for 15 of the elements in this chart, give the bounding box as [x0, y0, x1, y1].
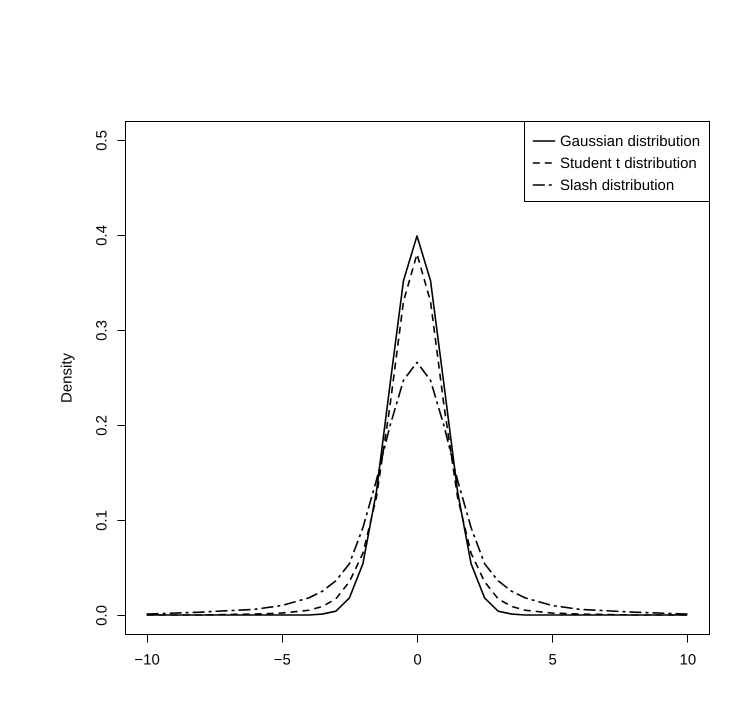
x-tick-label: 0 [413, 652, 422, 668]
y-tick-label: 0.5 [94, 130, 110, 151]
legend-label: Slash distribution [560, 177, 674, 194]
y-tick-label: 0.2 [94, 415, 110, 436]
x-tick-label: −5 [274, 652, 291, 668]
y-tick-label: 0.4 [94, 225, 110, 246]
x-tick-label: −10 [134, 652, 160, 668]
x-tick-label: 5 [548, 652, 557, 668]
y-tick-label: 0.0 [94, 605, 110, 626]
x-tick-label: 10 [680, 652, 696, 668]
y-axis-title: Density [58, 352, 76, 404]
y-tick-label: 0.1 [94, 510, 110, 531]
y-tick-label: 0.3 [94, 320, 110, 341]
legend-label: Student t distribution [560, 155, 697, 172]
legend-label: Gaussian distribution [560, 133, 700, 150]
